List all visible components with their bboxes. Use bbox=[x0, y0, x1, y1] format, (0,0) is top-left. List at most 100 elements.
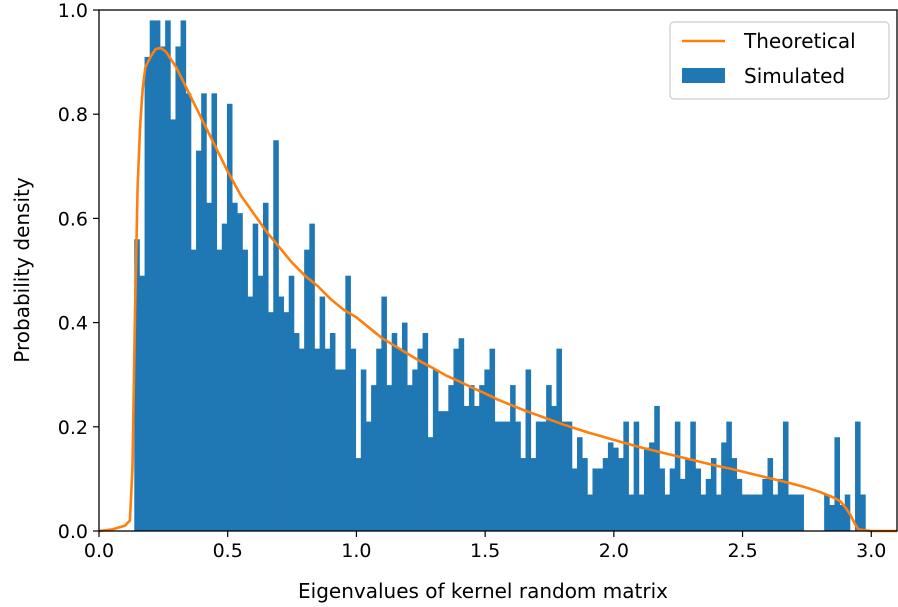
histogram-bar bbox=[309, 223, 315, 532]
histogram-bar bbox=[700, 494, 707, 531]
x-tick-label: 0.5 bbox=[213, 540, 243, 562]
histogram-bar bbox=[782, 421, 789, 531]
histogram-bar bbox=[365, 421, 372, 531]
histogram-bar bbox=[448, 385, 454, 531]
histogram-bar bbox=[458, 338, 465, 531]
histogram-bar bbox=[139, 275, 145, 531]
histogram-bar bbox=[705, 478, 712, 531]
histogram-bar bbox=[834, 437, 840, 531]
histogram-bar bbox=[649, 442, 655, 531]
histogram-bar bbox=[623, 421, 629, 531]
axes: 0.0 0.5 1.0 1.5 2.0 2.5 3.0 0.0 0.2 0.4 0.6 0.8 1.0 bbox=[58, 0, 898, 562]
histogram-bar bbox=[489, 348, 496, 531]
histogram-bar bbox=[654, 405, 660, 531]
histogram-bar bbox=[643, 447, 650, 531]
histogram-bar bbox=[716, 494, 722, 531]
histogram-bar bbox=[592, 468, 599, 531]
histogram-bar bbox=[721, 442, 727, 531]
histogram-bar bbox=[752, 494, 758, 531]
histogram-bar bbox=[422, 333, 429, 531]
y-tick-label: 1.0 bbox=[58, 0, 88, 22]
histogram-bar bbox=[798, 494, 804, 531]
histogram-bar bbox=[288, 275, 295, 531]
histogram-bar bbox=[401, 322, 408, 531]
histogram-bar bbox=[556, 348, 562, 531]
histogram-bar bbox=[494, 421, 501, 531]
histogram-bar bbox=[546, 385, 552, 531]
histogram-bar bbox=[628, 494, 635, 531]
histogram-bar bbox=[432, 369, 439, 531]
histogram-bar bbox=[340, 369, 346, 531]
theoretical-curve-layer bbox=[98, 46, 897, 533]
histogram-bar bbox=[443, 411, 449, 531]
histogram-bar bbox=[695, 468, 701, 531]
histogram-bar bbox=[638, 494, 645, 531]
histogram-bar bbox=[149, 20, 156, 531]
y-axis-label: Probability density bbox=[10, 177, 34, 363]
histogram-bar bbox=[242, 249, 248, 531]
histogram-bar bbox=[772, 494, 779, 531]
histogram-bar bbox=[396, 348, 403, 531]
histogram-bar bbox=[571, 468, 578, 531]
histogram-bar bbox=[376, 348, 382, 531]
histogram-bar bbox=[237, 213, 243, 531]
histogram-bar bbox=[324, 348, 331, 531]
legend-simulated-label: Simulated bbox=[744, 64, 845, 88]
histogram-bar bbox=[577, 437, 583, 531]
histogram-bar bbox=[793, 494, 799, 531]
histogram-bar bbox=[134, 239, 140, 532]
histogram-bar bbox=[525, 369, 532, 531]
x-tick-label: 1.5 bbox=[470, 540, 500, 562]
histogram-bar bbox=[221, 223, 228, 532]
histogram-bar bbox=[664, 494, 671, 531]
histogram-bar bbox=[268, 312, 274, 531]
histogram-bar bbox=[201, 93, 207, 532]
histogram-bar bbox=[690, 421, 696, 531]
histogram-bar bbox=[587, 494, 593, 531]
histogram-bar bbox=[659, 468, 665, 531]
histogram-bar bbox=[597, 468, 604, 531]
x-tick-label: 0.0 bbox=[84, 540, 114, 562]
histogram-bar bbox=[855, 421, 861, 531]
histogram-bar bbox=[510, 385, 516, 531]
y-tick-label: 0.6 bbox=[58, 208, 88, 230]
histogram-bar bbox=[206, 202, 212, 531]
histogram-bar bbox=[278, 296, 284, 531]
histogram-bar bbox=[427, 437, 434, 531]
y-tick-label: 0.4 bbox=[58, 313, 88, 335]
histogram-bar bbox=[788, 494, 794, 531]
histogram-bar bbox=[726, 421, 732, 531]
histogram-bar bbox=[731, 458, 738, 531]
histogram-bar bbox=[360, 369, 367, 531]
histogram-bar bbox=[680, 478, 686, 531]
histogram-bar bbox=[777, 478, 784, 531]
histogram-bar bbox=[299, 348, 305, 531]
histogram-bar bbox=[530, 458, 537, 531]
histogram-bar bbox=[613, 447, 619, 531]
histogram-bar bbox=[674, 421, 681, 531]
histogram-bar bbox=[345, 275, 351, 531]
legend-simulated-swatch bbox=[682, 68, 725, 83]
histogram-bar bbox=[453, 348, 460, 531]
histogram-bar bbox=[535, 421, 542, 531]
x-tick-label: 3.0 bbox=[856, 540, 886, 562]
histogram-bar bbox=[350, 348, 357, 531]
histogram-bar bbox=[247, 296, 254, 531]
histogram-bar bbox=[180, 20, 187, 531]
histogram-bar bbox=[468, 385, 475, 531]
x-tick-label: 1.0 bbox=[341, 540, 371, 562]
histogram-bar bbox=[412, 369, 418, 531]
histogram-bar bbox=[767, 458, 774, 531]
histogram-bar bbox=[741, 494, 748, 531]
histogram-bar bbox=[314, 348, 321, 531]
histogram-bar bbox=[216, 249, 223, 531]
histogram-bar bbox=[504, 421, 511, 531]
histogram-bar bbox=[540, 421, 547, 531]
x-axis-label: Eigenvalues of kernel random matrix bbox=[298, 579, 668, 603]
histogram-bar bbox=[618, 458, 624, 531]
histogram-bar bbox=[175, 46, 181, 531]
histogram-bar bbox=[160, 46, 166, 531]
histogram-bar bbox=[746, 494, 753, 531]
histogram-bar bbox=[386, 385, 393, 531]
